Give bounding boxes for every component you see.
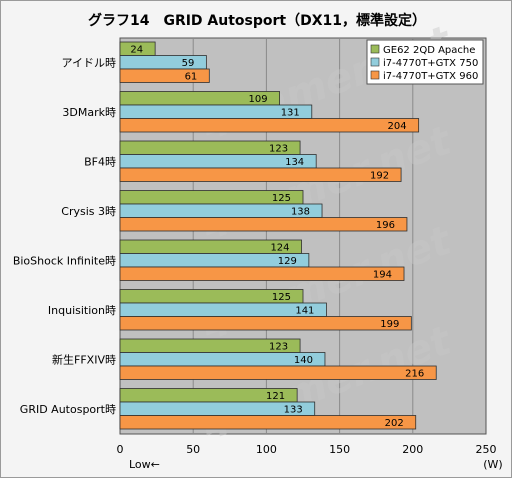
legend-swatch [370, 44, 380, 54]
category-label: BF4時 [84, 155, 116, 168]
x-tick-label: 250 [476, 443, 497, 456]
category-labels: アイドル時 3DMark時 BF4時 Crysis 3時 BioShock Infini… [13, 56, 116, 416]
data-label: 129 [278, 256, 297, 267]
data-label: 192 [370, 171, 389, 182]
data-label: 140 [294, 355, 313, 366]
chart-title: グラフ14 GRID Autosport（DX11，標準設定） [88, 12, 426, 29]
data-label: 138 [291, 207, 310, 218]
x-tick-label: 150 [329, 443, 350, 456]
bar [119, 415, 417, 430]
data-label: 59 [182, 58, 195, 69]
legend-label: i7-4770T+GTX 750 [383, 58, 478, 69]
data-label: 194 [373, 270, 392, 281]
x-tick-label: 100 [256, 443, 277, 456]
bar [119, 365, 437, 380]
legend-swatch [370, 70, 380, 80]
bar [119, 118, 420, 133]
x-axis-ticks: 0 50 100 150 200 250 [117, 443, 497, 456]
x-axis-unit: (W) [483, 458, 502, 471]
data-label: 125 [272, 193, 291, 204]
data-label: 204 [388, 121, 407, 132]
bar [119, 316, 412, 331]
category-label: Inquisition時 [48, 304, 116, 317]
data-label: 123 [269, 144, 288, 155]
data-label: 196 [376, 220, 395, 231]
legend-swatch [370, 57, 380, 67]
data-label: 24 [130, 45, 143, 56]
category-label: BioShock Infinite時 [13, 254, 116, 267]
data-label: 125 [272, 292, 291, 303]
category-label: GRID Autosport時 [20, 403, 116, 416]
x-tick-label: 200 [402, 443, 423, 456]
bars: 2459611091312041231341921251381961241291… [119, 41, 437, 430]
data-label: 141 [295, 306, 314, 317]
data-label: 133 [284, 405, 303, 416]
x-axis-note: Low← [129, 458, 160, 471]
category-label: アイドル時 [62, 56, 116, 69]
data-label: 109 [248, 94, 267, 105]
x-tick-label: 50 [186, 443, 200, 456]
data-label: 121 [266, 391, 285, 402]
legend-label: GE62 2QD Apache [383, 45, 475, 56]
bar [119, 266, 405, 281]
category-label: 3DMark時 [62, 106, 116, 119]
data-label: 202 [385, 418, 404, 429]
data-label: 216 [405, 369, 424, 380]
data-label: 199 [380, 319, 399, 330]
bar [119, 167, 402, 182]
category-label: 新生FFXIV時 [52, 352, 116, 366]
data-label: 123 [269, 342, 288, 353]
data-label: 134 [285, 157, 304, 168]
data-label: 124 [270, 243, 289, 254]
category-label: Crysis 3時 [61, 205, 116, 218]
data-label: 61 [185, 72, 198, 83]
x-tick-label: 0 [117, 443, 124, 456]
legend: GE62 2QD Apache i7-4770T+GTX 750 i7-4770T+… [366, 39, 484, 85]
bar [119, 217, 408, 232]
legend-label: i7-4770T+GTX 960 [383, 71, 478, 82]
bar [119, 68, 210, 83]
legend-box [366, 39, 484, 85]
data-label: 131 [281, 108, 300, 119]
